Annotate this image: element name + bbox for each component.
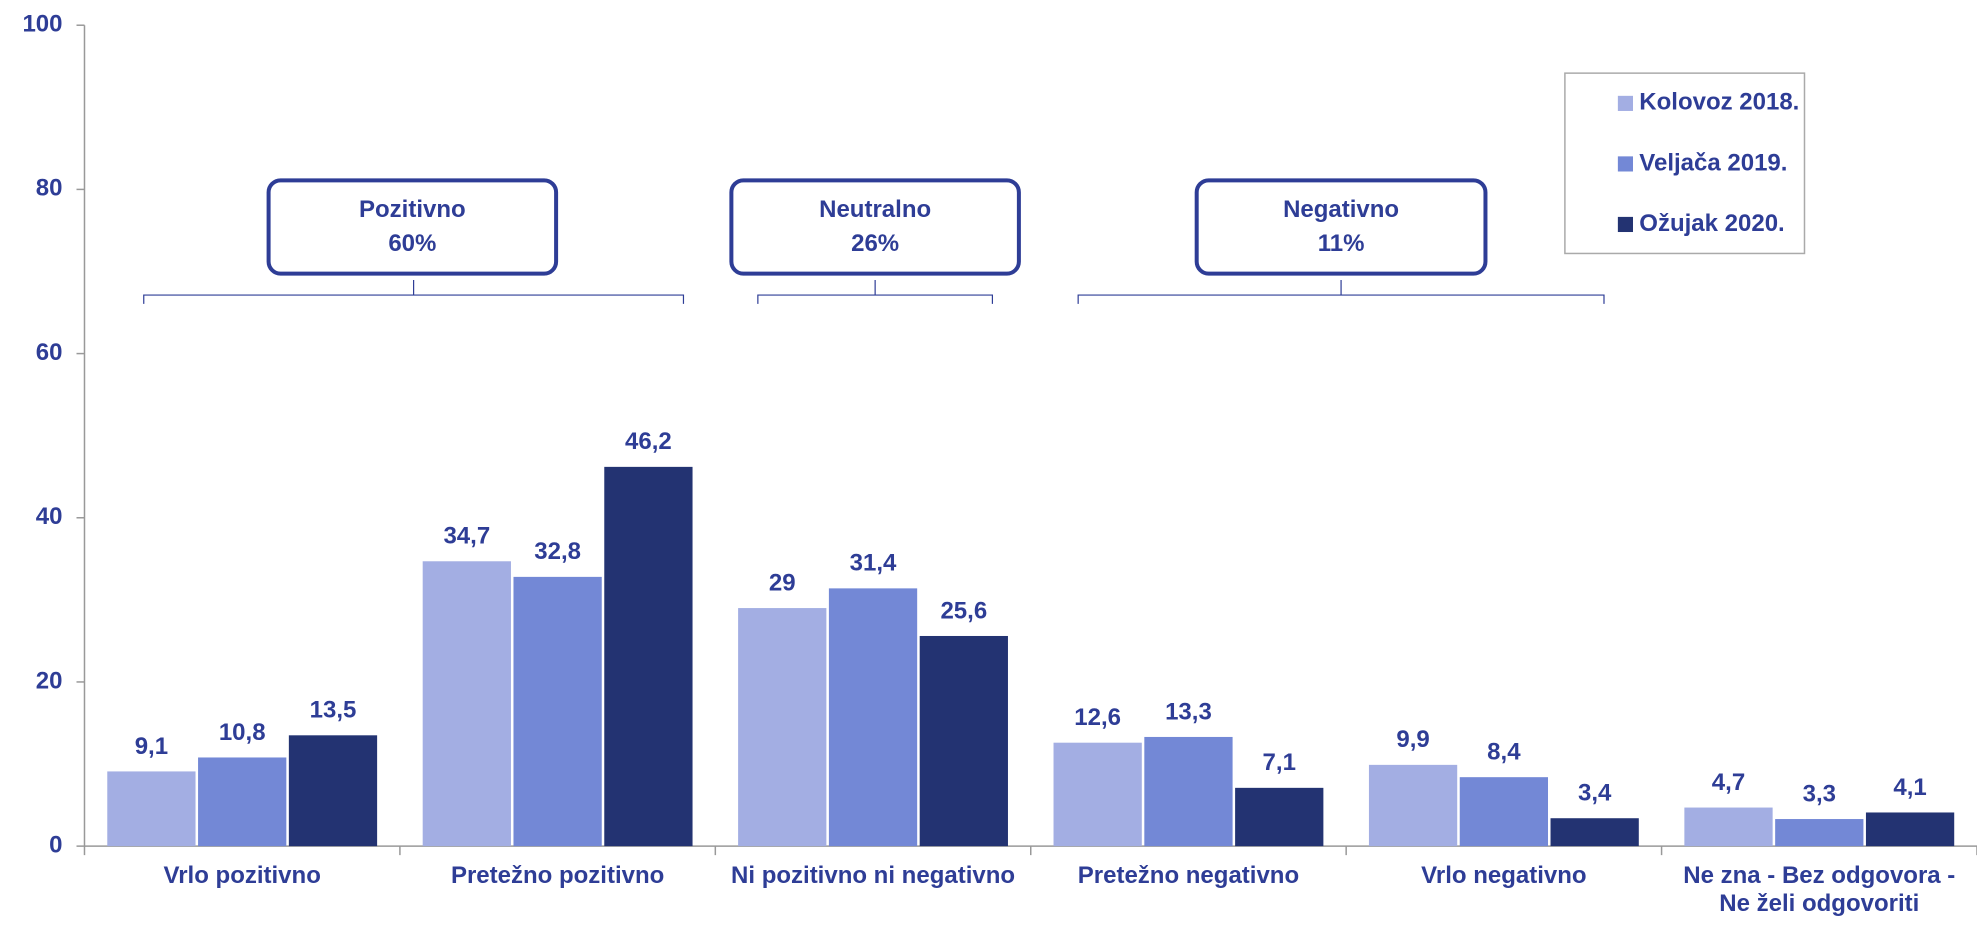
legend-swatch [1617,156,1633,172]
x-tick-label: Pretežno negativno [1077,862,1300,890]
bracket [757,279,994,304]
legend-label: Ožujak 2020. [1639,210,1784,237]
y-tick-label: 80 [36,175,63,202]
value-label: 10,8 [219,719,266,746]
bar [1144,736,1233,847]
legend-box [1564,72,1806,255]
bracket [1077,279,1605,304]
y-tick-label: 60 [36,339,63,366]
annotation-label: 26% [851,230,899,257]
y-tick-label: 0 [49,831,62,858]
value-label: 8,4 [1487,739,1521,766]
y-tick-label: 20 [36,667,63,694]
bar [198,757,287,847]
annotation-label: 11% [1318,230,1365,257]
legend-swatch [1617,95,1633,111]
value-label: 4,1 [1893,774,1926,801]
x-tick-label: Pretežno pozitivno [450,862,665,890]
x-tick-label: Ni pozitivno ni negativno [731,862,1016,890]
annotation-title: Negativno [1283,196,1399,223]
annotation-label: 60% [388,230,436,257]
value-label: 12,6 [1074,704,1121,731]
annotation-box [1194,178,1488,276]
bar [1775,819,1864,847]
bracket [143,279,685,304]
bar [1865,812,1955,847]
value-label: 46,2 [625,428,672,455]
value-label: 7,1 [1263,749,1296,776]
legend-label: Kolovoz 2018. [1639,89,1799,116]
bar [288,735,378,847]
bar [1459,777,1549,847]
annotation-title: Neutralno [819,196,931,223]
x-tick-label: Ne zna - Bez odgovora - Ne želi odgovori… [1683,862,1956,918]
bar [828,588,918,847]
bar [513,576,602,847]
value-label: 9,9 [1396,726,1429,753]
bar [1368,764,1458,847]
bar [422,561,511,847]
bar [1235,787,1324,847]
x-tick-label: Vrlo pozitivno [163,862,321,890]
bar [107,771,196,847]
value-label: 13,5 [310,697,357,724]
value-label: 9,1 [135,733,168,760]
x-tick-label: Vrlo negativno [1421,862,1587,890]
legend-label: Veljača 2019. [1639,149,1787,176]
value-label: 29 [769,569,796,596]
value-label: 32,8 [534,538,581,565]
legend-swatch [1617,216,1633,233]
value-label: 3,3 [1803,780,1836,807]
bar [1053,742,1142,847]
bar [604,466,693,847]
bar [1550,818,1639,847]
y-tick-label: 40 [36,503,63,530]
bar [738,608,827,847]
value-label: 31,4 [850,550,897,577]
value-label: 34,7 [443,523,490,550]
annotation-box [729,178,1021,276]
annotation-title: Pozitivno [359,196,466,223]
value-label: 13,3 [1165,698,1212,725]
value-label: 3,4 [1578,780,1612,807]
bar [919,635,1008,847]
value-label: 25,6 [940,597,987,624]
annotation-box [266,178,559,276]
value-label: 4,7 [1712,769,1745,796]
bar [1684,807,1773,847]
y-tick-label: 100 [22,11,62,38]
